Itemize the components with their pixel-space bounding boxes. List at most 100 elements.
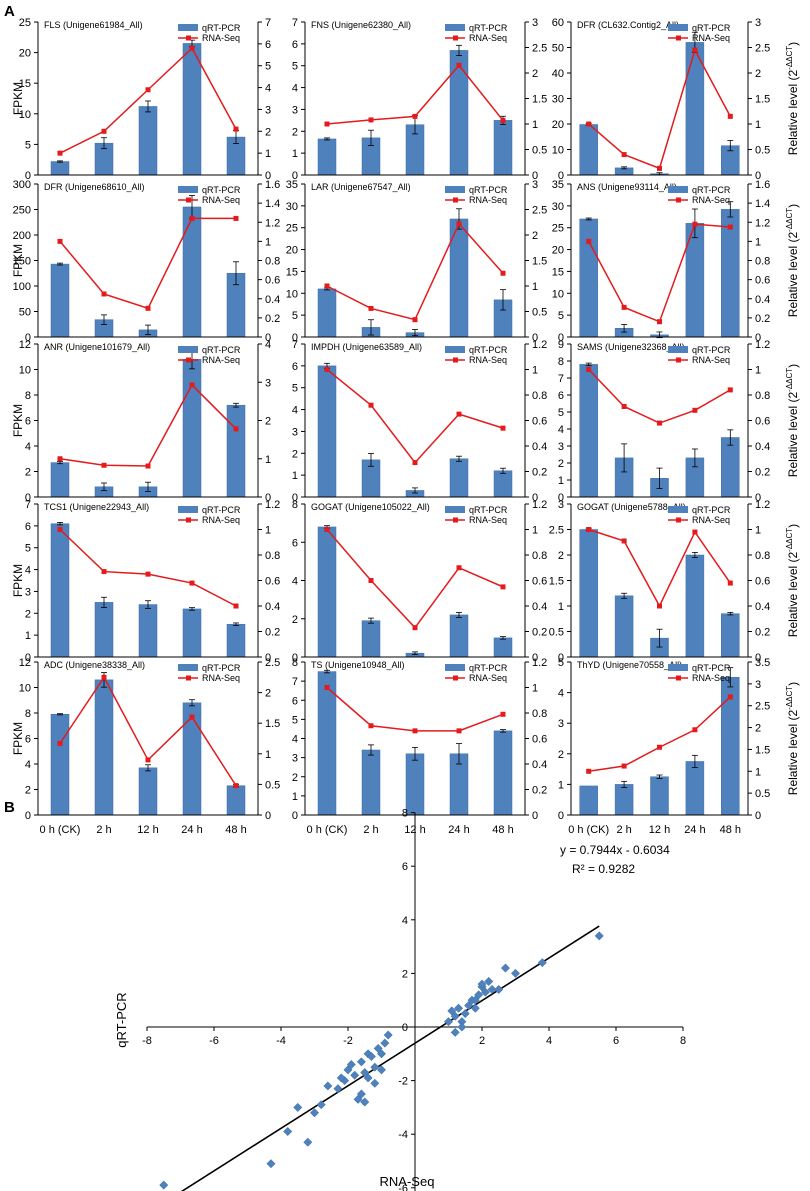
right-tick-label: 3 bbox=[755, 679, 761, 691]
series-line bbox=[588, 223, 731, 323]
right-axis-label: Relative level (2-ΔΔCT) bbox=[785, 204, 800, 317]
right-tick-label: 4 bbox=[265, 83, 271, 95]
left-tick-label: 0 bbox=[25, 332, 31, 344]
left-tick-label: 0 bbox=[292, 170, 298, 182]
left-tick-label: 0 bbox=[25, 492, 31, 504]
right-tick-label: 0.4 bbox=[265, 601, 280, 613]
left-tick-label: 8 bbox=[25, 390, 31, 402]
legend-line-marker bbox=[676, 35, 681, 41]
line-point bbox=[500, 270, 506, 276]
line-point bbox=[500, 584, 506, 590]
legend-bar-swatch bbox=[178, 24, 198, 31]
bar bbox=[317, 138, 337, 176]
legend-line-label: RNA-Seq bbox=[692, 673, 730, 683]
right-tick-label: 3 bbox=[532, 17, 538, 29]
right-tick-label: 2.5 bbox=[755, 701, 770, 713]
chart-title: ANS (Unigene93114_All) bbox=[577, 182, 677, 192]
legend-bar-swatch bbox=[445, 506, 465, 513]
bar bbox=[579, 124, 598, 176]
left-tick-label: 2 bbox=[558, 458, 564, 470]
right-tick-label: 0.8 bbox=[755, 390, 770, 402]
right-tick-label: 1.2 bbox=[532, 657, 547, 669]
bar bbox=[50, 523, 70, 658]
bar bbox=[493, 730, 513, 816]
scatter-point bbox=[303, 1137, 313, 1147]
left-tick-label: 60 bbox=[552, 17, 564, 29]
legend-bar-label: qRT-PCR bbox=[202, 345, 241, 355]
right-tick-label: 1.5 bbox=[755, 94, 770, 106]
bar bbox=[685, 761, 705, 816]
left-tick-label: 2 bbox=[25, 785, 31, 797]
right-tick-label: 4 bbox=[265, 339, 271, 351]
line-point bbox=[621, 152, 627, 158]
left-tick-label: 15 bbox=[552, 266, 564, 278]
right-tick-label: 0 bbox=[532, 810, 538, 822]
chart-panel: 0 50 100 150 200 250 300 0 0.2 0.4 0.6 0.8 1 1.2 1.4 1.… bbox=[11, 179, 280, 344]
bar bbox=[50, 161, 70, 176]
legend-bar-label: qRT-PCR bbox=[202, 505, 241, 515]
right-tick-label: 1 bbox=[532, 365, 538, 377]
left-tick-label: 0 bbox=[25, 810, 31, 822]
right-tick-label: 1 bbox=[532, 119, 538, 131]
scatter-y-tick-label: -4 bbox=[398, 1129, 408, 1141]
legend-line-label: RNA-Seq bbox=[469, 195, 507, 205]
line-point bbox=[324, 367, 330, 372]
legend-bar-label: qRT-PCR bbox=[692, 663, 731, 673]
series-line bbox=[588, 48, 731, 170]
legend-bar-swatch bbox=[668, 506, 688, 513]
scatter-point bbox=[376, 1065, 387, 1075]
left-tick-label: 1 bbox=[292, 470, 298, 482]
left-axis-label: FPKM bbox=[11, 564, 25, 597]
scatter-y-tick-label: -6 bbox=[398, 1183, 408, 1191]
left-tick-label: 7 bbox=[292, 676, 298, 688]
left-tick-label: 10 bbox=[552, 145, 564, 157]
legend-bar-label: qRT-PCR bbox=[469, 345, 508, 355]
left-tick-label: 5 bbox=[558, 407, 564, 419]
line-point bbox=[456, 565, 462, 571]
right-axis-label: Relative level (2-ΔΔCT) bbox=[785, 682, 800, 795]
right-tick-label: 0.2 bbox=[265, 627, 280, 639]
left-axis-label: FPKM bbox=[11, 82, 25, 115]
left-tick-label: 35 bbox=[552, 179, 564, 191]
scatter-point bbox=[363, 1073, 373, 1083]
scatter-x-label: RNA-Seq bbox=[380, 1174, 435, 1189]
left-tick-label: 1 bbox=[292, 791, 298, 803]
left-tick-label: 200 bbox=[13, 230, 31, 242]
right-tick-label: 0.5 bbox=[755, 788, 770, 800]
left-tick-label: 3 bbox=[292, 753, 298, 765]
left-tick-label: 6 bbox=[25, 416, 31, 428]
line-point bbox=[727, 224, 733, 230]
right-tick-label: 0.6 bbox=[532, 576, 547, 588]
left-tick-label: 20 bbox=[286, 245, 298, 257]
left-tick-label: 10 bbox=[286, 288, 298, 300]
right-axis-label-main: Relative level (2 bbox=[786, 709, 800, 795]
right-tick-label: 1.2 bbox=[265, 217, 280, 229]
left-tick-label: 3 bbox=[292, 104, 298, 116]
scatter-point bbox=[477, 979, 487, 989]
bar bbox=[650, 776, 669, 816]
left-tick-label: 40 bbox=[552, 68, 564, 80]
category-label: 0 h (CK) bbox=[307, 824, 348, 836]
left-tick-label: 2 bbox=[292, 126, 298, 138]
line-point bbox=[368, 117, 374, 123]
right-tick-label: 1 bbox=[532, 525, 538, 537]
bar bbox=[50, 714, 70, 816]
left-tick-label: 20 bbox=[552, 119, 564, 131]
left-tick-label: 12 bbox=[19, 657, 31, 669]
left-tick-label: 5 bbox=[25, 543, 31, 555]
line-point bbox=[456, 62, 462, 68]
right-tick-label: 2 bbox=[265, 688, 271, 700]
line-point bbox=[727, 694, 733, 700]
right-tick-label: 1 bbox=[265, 749, 271, 761]
legend-bar-swatch bbox=[178, 346, 198, 353]
legend-bar-swatch bbox=[178, 664, 198, 671]
legend-line-label: RNA-Seq bbox=[202, 355, 240, 365]
left-tick-label: 5 bbox=[292, 61, 298, 73]
bar bbox=[493, 120, 513, 176]
line-point bbox=[657, 420, 662, 426]
legend-line-marker bbox=[453, 35, 458, 41]
right-tick-label: 6 bbox=[265, 39, 271, 51]
series-line bbox=[588, 696, 731, 773]
